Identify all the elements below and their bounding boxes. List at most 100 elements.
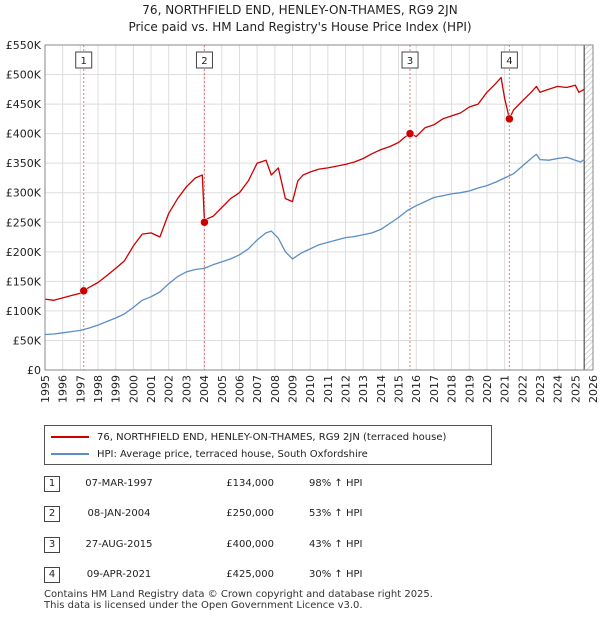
x-tick-label: 2009 bbox=[286, 375, 299, 403]
x-tick-label: 2016 bbox=[410, 375, 423, 403]
x-tick-label: 2018 bbox=[446, 375, 459, 403]
y-tick-label: £500K bbox=[6, 69, 42, 82]
x-tick-label: 2013 bbox=[357, 375, 370, 403]
chart-title: 76, NORTHFIELD END, HENLEY-ON-THAMES, RG… bbox=[0, 2, 600, 36]
sale-row: 2 08-JAN-2004 £250,000 53% ↑ HPI bbox=[44, 506, 464, 522]
y-tick-label: £0 bbox=[27, 364, 41, 377]
sale-price: £250,000 bbox=[226, 508, 274, 519]
axes: £0 £50K £100K £150K £200K £250K £300K £350K £400… bbox=[6, 39, 600, 403]
sale-label-box bbox=[500, 51, 518, 69]
sale-number-badge: 2 bbox=[44, 506, 60, 522]
sale-date: 27-AUG-2015 bbox=[85, 539, 153, 550]
y-tick-label: £50K bbox=[13, 334, 42, 347]
sale-point bbox=[505, 114, 514, 124]
sale-date: 08-JAN-2004 bbox=[87, 508, 151, 519]
x-tick-label: 2026 bbox=[587, 375, 600, 403]
chart-title-line2: Price paid vs. HM Land Registry's House … bbox=[128, 20, 472, 34]
x-tick-label: 2010 bbox=[304, 375, 317, 403]
sale-label-number: 4 bbox=[506, 56, 512, 67]
chart-title-line1: 76, NORTHFIELD END, HENLEY-ON-THAMES, RG… bbox=[142, 3, 458, 17]
x-tick-label: 1998 bbox=[92, 375, 105, 403]
x-tick-label: 2024 bbox=[552, 375, 565, 403]
legend-item-property: 76, NORTHFIELD END, HENLEY-ON-THAMES, RG… bbox=[51, 430, 446, 444]
y-tick-label: £100K bbox=[6, 305, 42, 318]
legend-label-property: 76, NORTHFIELD END, HENLEY-ON-THAMES, RG… bbox=[97, 431, 447, 443]
x-tick-label: 1999 bbox=[110, 375, 123, 403]
forecast-region bbox=[584, 45, 593, 370]
x-tick-label: 1997 bbox=[74, 375, 87, 403]
sale-vlines: 1 2 3 4 bbox=[75, 45, 518, 370]
hpi-line bbox=[44, 153, 585, 336]
sale-label-box bbox=[195, 51, 213, 69]
x-tick-label: 2005 bbox=[216, 375, 229, 403]
legend-item-hpi: HPI: Average price, terraced house, Sout… bbox=[51, 447, 368, 461]
y-tick-label: £400K bbox=[6, 128, 42, 141]
sale-hpi-change: 98% ↑ HPI bbox=[309, 478, 363, 489]
x-tick-label: 2008 bbox=[269, 375, 282, 403]
x-tick-label: 2025 bbox=[569, 375, 582, 403]
x-tick-label: 2012 bbox=[340, 375, 353, 403]
sale-label-number: 2 bbox=[201, 56, 207, 67]
forecast-hatch bbox=[583, 45, 593, 370]
sale-number-badge: 1 bbox=[44, 476, 60, 492]
legend-swatch-property bbox=[51, 436, 89, 438]
sale-date: 09-APR-2021 bbox=[86, 569, 152, 580]
sale-markers bbox=[79, 114, 514, 296]
x-tick-label: 2001 bbox=[145, 375, 158, 403]
footer-licence: This data is licensed under the Open Gov… bbox=[44, 600, 363, 611]
x-tick-label: 2023 bbox=[534, 375, 547, 403]
y-tick-label: £350K bbox=[6, 157, 42, 170]
x-tick-label: 2004 bbox=[198, 375, 211, 403]
x-tick-label: 1995 bbox=[39, 375, 52, 403]
y-tick-label: £250K bbox=[6, 216, 42, 229]
sale-row: 3 27-AUG-2015 £400,000 43% ↑ HPI bbox=[44, 537, 464, 553]
sale-date: 07-MAR-1997 bbox=[85, 478, 153, 489]
x-tick-label: 2019 bbox=[463, 375, 476, 403]
x-tick-label: 2015 bbox=[393, 375, 406, 403]
y-tick-label: £550K bbox=[6, 39, 42, 52]
sale-hpi-change: 30% ↑ HPI bbox=[309, 569, 363, 580]
sale-row: 1 07-MAR-1997 £134,000 98% ↑ HPI bbox=[44, 476, 464, 492]
series bbox=[44, 76, 585, 336]
x-tick-label: 2006 bbox=[233, 375, 246, 403]
sale-hpi-change: 53% ↑ HPI bbox=[309, 508, 363, 519]
x-tick-label: 2007 bbox=[251, 375, 264, 403]
x-tick-label: 2017 bbox=[428, 375, 441, 403]
sale-label-box bbox=[401, 51, 419, 69]
sale-number-badge: 4 bbox=[44, 567, 60, 583]
footer-copyright: Contains HM Land Registry data © Crown c… bbox=[44, 589, 433, 600]
x-tick-label: 1996 bbox=[57, 375, 70, 403]
sale-price: £134,000 bbox=[226, 478, 274, 489]
property-price-line bbox=[44, 76, 585, 301]
sale-point bbox=[79, 286, 88, 296]
x-tick-label: 2014 bbox=[375, 375, 388, 403]
x-tick-label: 2002 bbox=[163, 375, 176, 403]
x-tick-label: 2000 bbox=[127, 375, 140, 403]
sale-point bbox=[405, 129, 415, 138]
sale-row: 4 09-APR-2021 £425,000 30% ↑ HPI bbox=[44, 567, 464, 583]
sale-price: £425,000 bbox=[226, 569, 274, 580]
x-tick-label: 2022 bbox=[516, 375, 529, 403]
y-tick-label: £450K bbox=[6, 98, 42, 111]
y-tick-label: £200K bbox=[6, 246, 42, 259]
x-tick-label: 2020 bbox=[481, 375, 494, 403]
footer: Contains HM Land Registry data © Crown c… bbox=[44, 589, 433, 611]
sale-number-badge: 3 bbox=[44, 537, 60, 553]
price-chart: 1 2 3 4 £0 £50K £100K £150K £200K £250K £300K £350… bbox=[6, 39, 600, 403]
y-tick-label: £150K bbox=[6, 275, 42, 288]
y-tick-label: £300K bbox=[6, 187, 42, 200]
legend: 76, NORTHFIELD END, HENLEY-ON-THAMES, RG… bbox=[44, 425, 492, 465]
sale-hpi-change: 43% ↑ HPI bbox=[309, 539, 363, 550]
x-tick-label: 2011 bbox=[322, 375, 335, 403]
sale-point bbox=[200, 218, 209, 227]
sale-price: £400,000 bbox=[226, 539, 274, 550]
x-tick-label: 2003 bbox=[180, 375, 193, 403]
grid bbox=[44, 44, 594, 371]
legend-label-hpi: HPI: Average price, terraced house, Sout… bbox=[97, 448, 368, 460]
plot-frame bbox=[44, 44, 594, 371]
x-tick-label: 2021 bbox=[499, 375, 512, 403]
sale-label-box bbox=[75, 51, 93, 69]
legend-swatch-hpi bbox=[51, 453, 89, 455]
sale-label-number: 3 bbox=[407, 56, 413, 67]
sale-label-number: 1 bbox=[81, 56, 87, 67]
